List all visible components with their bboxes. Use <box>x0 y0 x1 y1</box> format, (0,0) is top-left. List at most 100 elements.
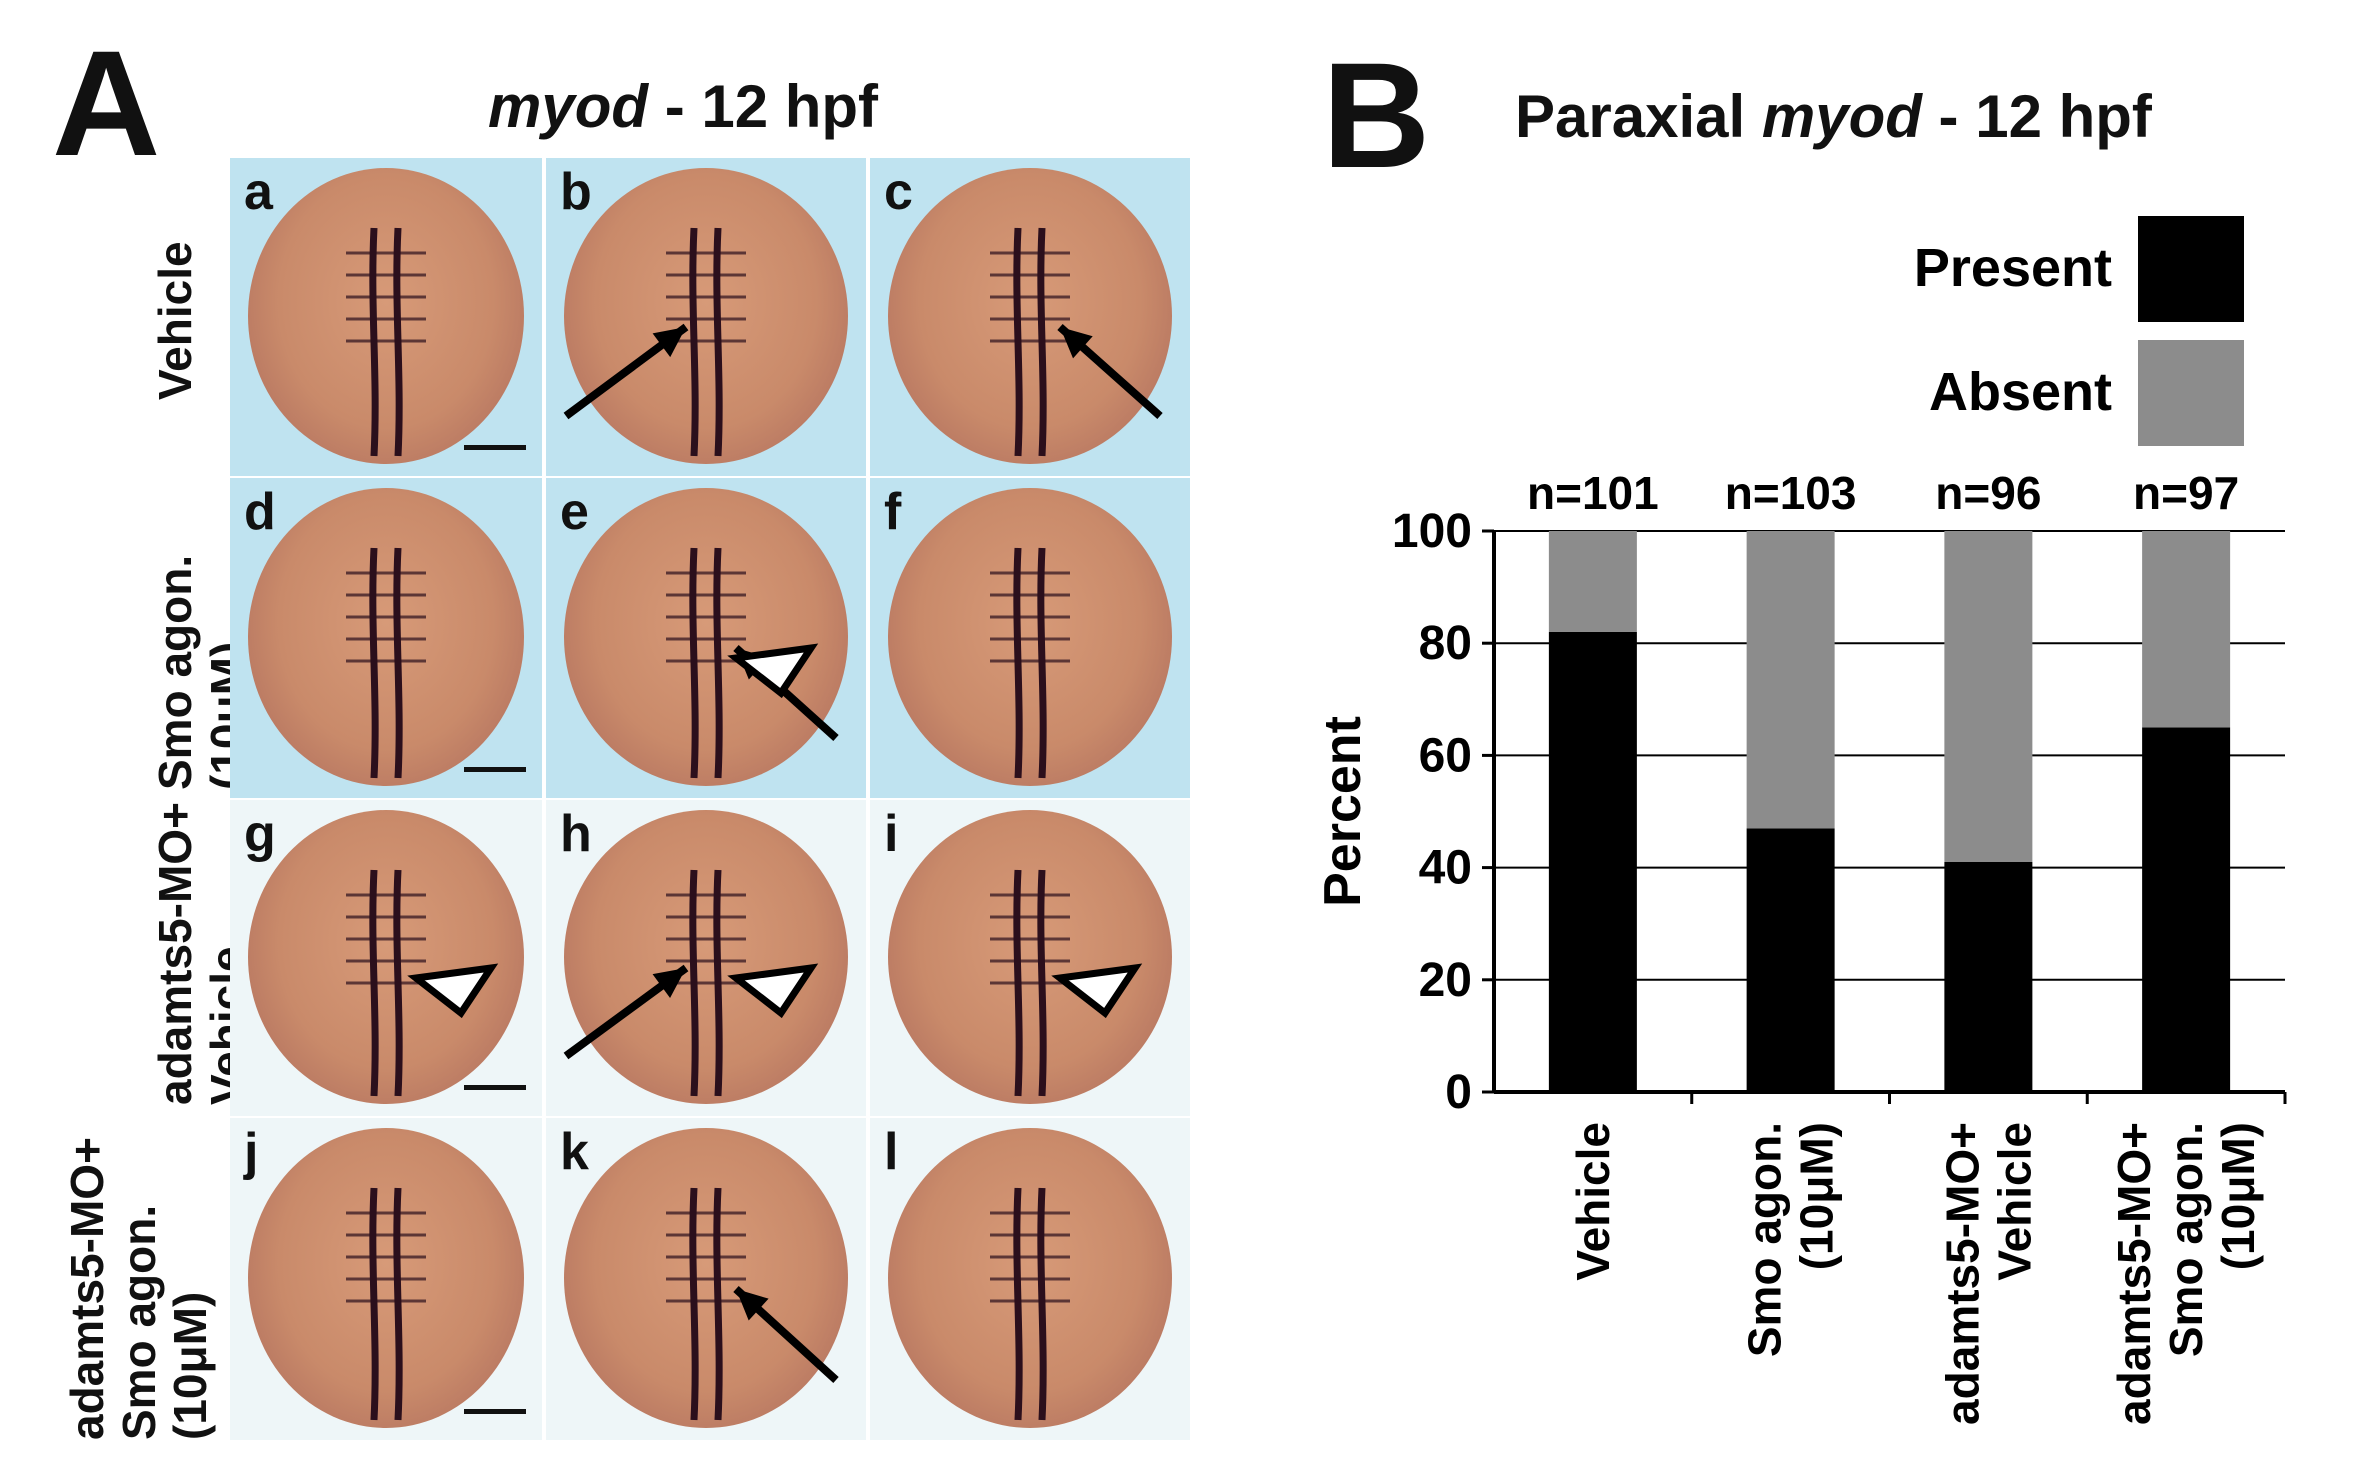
embryo-i <box>888 810 1172 1104</box>
bar-absent-1 <box>1548 531 1637 632</box>
embryo-a <box>248 168 524 464</box>
x-category-label: Vehicle <box>1567 1122 1619 1281</box>
panel-b-letter: B <box>1322 31 1431 199</box>
x-category-label-line: adamts5-MO+ <box>1936 1122 1988 1425</box>
panel-b-title-pre: Paraxial <box>1515 83 1762 150</box>
embryo-g <box>248 810 524 1104</box>
image-label-l: l <box>884 1123 899 1181</box>
indicator-arrow-h <box>563 964 689 1060</box>
legend-swatch-present <box>2138 216 2244 322</box>
y-tick-label: 100 <box>1392 505 1472 558</box>
open-arrowhead-g <box>407 963 499 1019</box>
open-arrowhead-i <box>1051 963 1143 1019</box>
y-tick-label: 60 <box>1419 729 1472 782</box>
y-tick-label: 20 <box>1419 954 1472 1007</box>
bar-absent-3 <box>1944 531 2033 862</box>
x-category-label-line: Smo agon. <box>2160 1122 2212 1357</box>
bar-present-1 <box>1548 631 1637 1092</box>
myod-stain-g <box>346 869 499 1097</box>
indicator-arrow-b <box>563 323 689 420</box>
myod-stain-d <box>346 547 426 779</box>
y-tick-label: 0 <box>1445 1066 1472 1119</box>
image-label-e: e <box>560 483 589 541</box>
embryo-image-a: a <box>230 158 542 476</box>
x-category-label-line: (10μM) <box>1791 1122 1843 1270</box>
n-label: n=97 <box>2133 467 2239 519</box>
myod-stain-l <box>990 1187 1070 1421</box>
embryo-image-b: b <box>546 158 866 476</box>
panel-a-title: myod - 12 hpf <box>488 72 878 141</box>
embryo-image-l: l <box>870 1118 1190 1440</box>
x-category-label-line: adamts5-MO+ <box>2108 1122 2160 1425</box>
embryo-image-d: d <box>230 478 542 798</box>
bar-present-4 <box>2142 727 2231 1092</box>
image-label-i: i <box>884 805 899 863</box>
open-arrowhead-e <box>727 643 819 699</box>
image-label-c: c <box>884 163 913 221</box>
embryo-image-e: e <box>546 478 866 798</box>
embryo-image-g: g <box>230 800 542 1116</box>
myod-stain-i <box>990 869 1143 1097</box>
legend-label-absent: Absent <box>1929 362 2112 422</box>
legend-label-present: Present <box>1914 238 2112 298</box>
n-label: n=103 <box>1725 467 1857 519</box>
x-category-label-line: Smo agon. <box>1739 1122 1791 1357</box>
scale-bar <box>464 1085 526 1090</box>
embryo-image-i: i <box>870 800 1190 1116</box>
panel-b-title-gene: myod <box>1761 83 1922 150</box>
myod-stain-c <box>990 227 1163 457</box>
x-category-label: adamts5-MO+Vehicle <box>1936 1122 2040 1425</box>
y-axis-label: Percent <box>1314 716 1372 907</box>
scale-bar <box>464 445 526 450</box>
myod-stain-h <box>563 869 819 1097</box>
image-label-h: h <box>560 805 592 863</box>
panel-b-title: Paraxial myod - 12 hpf <box>1515 82 2152 151</box>
image-label-a: a <box>244 163 273 221</box>
myod-stain-e <box>666 547 839 779</box>
myod-stain-a <box>346 227 426 457</box>
panel-b-title-post: - 12 hpf <box>1921 83 2152 150</box>
legend-swatch-absent <box>2138 340 2244 446</box>
embryo-f <box>888 488 1172 786</box>
scale-bar <box>464 1409 526 1414</box>
image-label-f: f <box>884 483 902 541</box>
embryo-image-k: k <box>546 1118 866 1440</box>
image-label-j: j <box>244 1123 259 1181</box>
bar-absent-2 <box>1746 531 1835 829</box>
y-tick-label: 40 <box>1419 842 1472 895</box>
x-category-label-line: Vehicle <box>1567 1122 1619 1281</box>
myod-stain-f <box>990 547 1070 779</box>
myod-stain-b <box>563 227 746 457</box>
panel-a-title-rest: - 12 hpf <box>648 73 879 140</box>
embryo-b <box>564 168 848 464</box>
embryo-e <box>564 488 848 786</box>
x-category-label: adamts5-MO+Smo agon.(10μM) <box>2108 1122 2264 1425</box>
embryo-h <box>564 810 848 1104</box>
embryo-c <box>888 168 1172 464</box>
bar-present-2 <box>1746 828 1835 1092</box>
image-label-g: g <box>244 805 276 863</box>
indicator-arrow-c <box>1057 324 1163 419</box>
embryo-image-c: c <box>870 158 1190 476</box>
scale-bar <box>464 767 526 772</box>
bar-absent-4 <box>2142 531 2231 728</box>
image-label-d: d <box>244 483 276 541</box>
x-category-label: Smo agon.(10μM) <box>1739 1122 1843 1357</box>
x-category-label-line: Vehicle <box>1988 1122 2040 1281</box>
n-label: n=101 <box>1527 467 1659 519</box>
panel-a-letter: A <box>52 19 161 187</box>
open-arrowhead-h <box>727 963 819 1019</box>
bar-present-3 <box>1944 861 2033 1092</box>
embryo-image-h: h <box>546 800 866 1116</box>
embryo-d <box>248 488 524 786</box>
y-tick-label: 80 <box>1419 617 1472 670</box>
x-category-label-line: (10μM) <box>2212 1122 2264 1270</box>
embryo-image-f: f <box>870 478 1190 798</box>
panel-a-title-gene: myod <box>488 73 649 140</box>
image-label-k: k <box>560 1123 589 1181</box>
myod-stain-j <box>346 1187 426 1421</box>
indicator-arrow-k <box>733 1286 839 1383</box>
n-label: n=96 <box>1935 467 2041 519</box>
embryo-image-j: j <box>230 1118 542 1440</box>
